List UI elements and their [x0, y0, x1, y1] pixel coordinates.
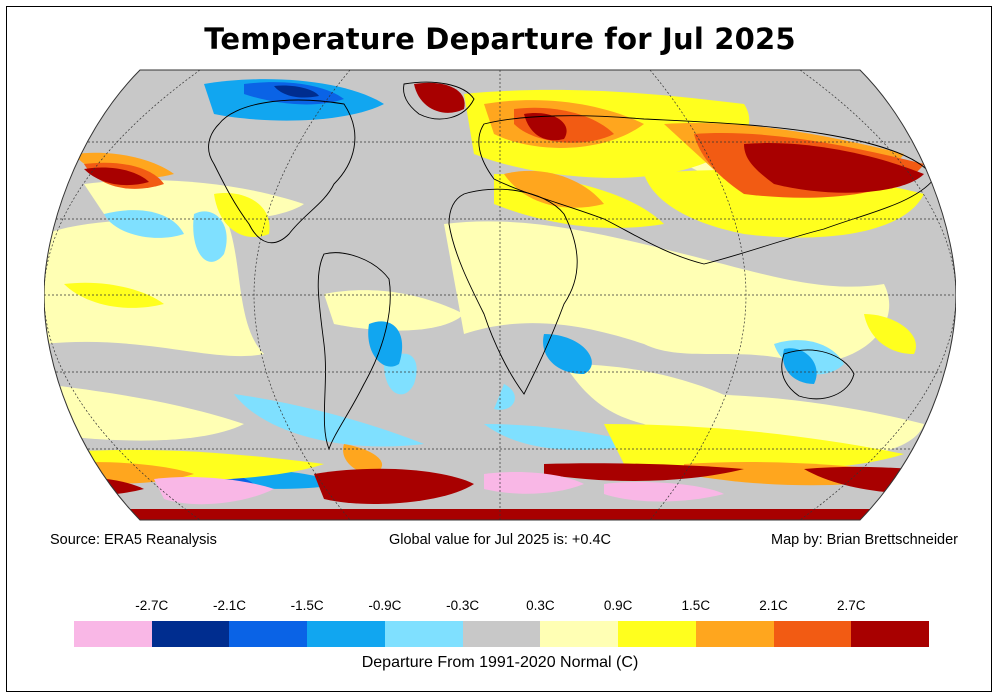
colorbar-segment	[851, 621, 930, 647]
colorbar-segment	[384, 621, 464, 647]
colorbar-segment	[540, 621, 619, 647]
colorbar-tick-label: -1.5C	[290, 598, 324, 613]
colorbar-segment	[462, 621, 541, 647]
colorbar-segment	[307, 621, 386, 647]
global-value-label: Global value for Jul 2025 is: +0.4C	[388, 532, 612, 548]
colorbar-label: Departure From 1991-2020 Normal (C)	[361, 654, 639, 671]
graticule	[44, 70, 956, 520]
figure-frame	[6, 6, 992, 692]
credit-label: Map by: Brian Brettschneider	[771, 532, 958, 548]
colorbar-segment	[74, 621, 153, 647]
source-label: Source: ERA5 Reanalysis	[50, 532, 217, 548]
colorbar-tick-label: 0.9C	[603, 598, 633, 613]
colorbar-segment	[618, 621, 697, 647]
colorbar-segment	[229, 621, 308, 647]
colorbar-tick-label: 0.3C	[526, 598, 555, 613]
map-outline	[44, 69, 956, 521]
colorbar-tick-label: -0.9C	[368, 598, 402, 613]
colorbar	[74, 621, 930, 647]
anomaly-fill-extreme-cool	[154, 472, 724, 505]
colorbar-tick-label: -2.7C	[135, 598, 169, 613]
colorbar-segment	[773, 621, 852, 647]
colorbar-tick-label: -2.1C	[212, 598, 246, 613]
world-map	[44, 69, 956, 521]
colorbar-segment	[695, 621, 775, 647]
colorbar-tick-label: 1.5C	[681, 598, 711, 613]
colorbar-tick-label: -0.3C	[446, 598, 480, 613]
colorbar-tick-label: 2.7C	[837, 598, 866, 613]
map-title: Temperature Departure for Jul 2025	[204, 22, 796, 56]
colorbar-segment	[151, 621, 230, 647]
coastlines	[208, 81, 935, 451]
colorbar-tick-label: 2.1C	[759, 598, 788, 613]
